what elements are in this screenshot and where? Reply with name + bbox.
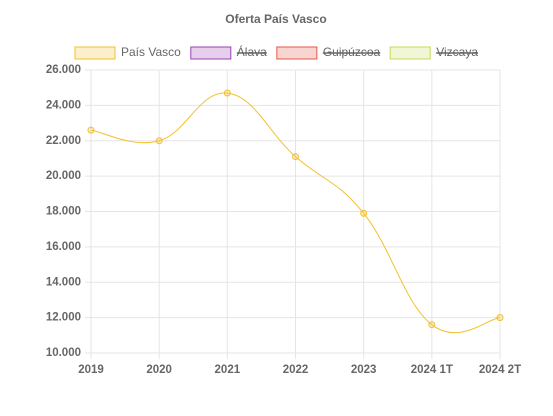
legend-swatch (276, 46, 318, 60)
x-tick-label: 2023 (351, 364, 377, 376)
x-tick-label: 2020 (146, 364, 172, 376)
x-tick-label: 2019 (78, 364, 104, 376)
y-tick-label: 14.000 (46, 276, 81, 288)
data-point (496, 314, 504, 322)
x-tick-label: 2021 (215, 364, 241, 376)
legend-swatch (190, 46, 232, 60)
y-tick-label: 18.000 (46, 206, 81, 218)
y-tick-label: 26.000 (46, 64, 81, 76)
data-point (155, 137, 163, 145)
x-tick-label: 2022 (283, 364, 309, 376)
x-tick-label: 2024 2T (479, 364, 521, 376)
y-tick-label: 22.000 (46, 135, 81, 147)
legend-swatch (389, 46, 431, 60)
data-point (428, 321, 436, 329)
data-point (360, 209, 368, 217)
series-line (90, 92, 501, 334)
y-tick-label: 20.000 (46, 170, 81, 182)
y-tick-label: 12.000 (46, 312, 81, 324)
legend-swatch (74, 46, 116, 60)
data-point (87, 126, 95, 134)
y-tick-label: 24.000 (46, 99, 81, 111)
y-tick-label: 10.000 (46, 347, 81, 359)
legend-label: Vizcaya (436, 45, 478, 59)
legend-label: Guipúzcoa (323, 45, 381, 59)
data-point (292, 153, 299, 161)
data-point (223, 89, 231, 97)
chart-title: Oferta País Vasco (225, 12, 326, 26)
x-tick-label: 2024 1T (411, 364, 453, 376)
legend-label: País Vasco (121, 45, 181, 59)
legend-label: Álava (237, 44, 267, 59)
y-tick-label: 16.000 (46, 241, 81, 253)
